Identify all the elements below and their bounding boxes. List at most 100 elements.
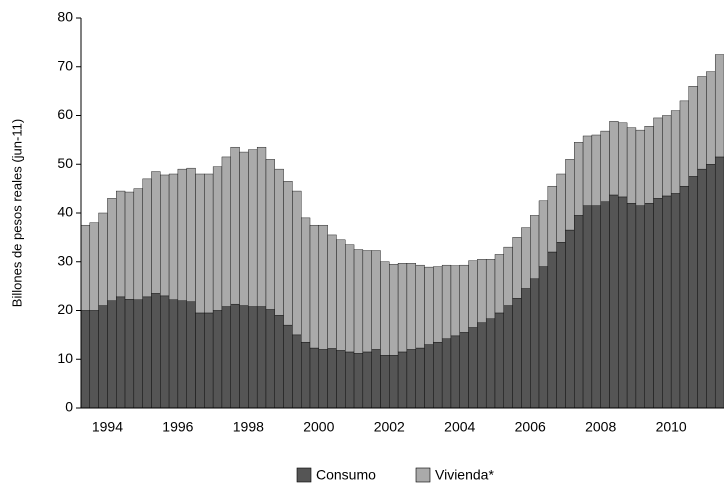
- bar-segment: [714, 156, 724, 409]
- bar-segment: [195, 173, 205, 314]
- bar-segment: [274, 168, 284, 316]
- bar-segment: [644, 126, 654, 204]
- bar-segment: [530, 215, 540, 280]
- bar-segment: [530, 278, 540, 409]
- bar-segment: [653, 198, 663, 409]
- bar-segment: [441, 264, 452, 339]
- bar-segment: [283, 181, 293, 326]
- bar-segment: [327, 348, 337, 409]
- bar-segment: [309, 347, 320, 409]
- y-tick-label: 40: [57, 204, 73, 220]
- x-tick-label: 1996: [162, 419, 193, 435]
- bar-segment: [521, 227, 531, 289]
- legend-swatch: [296, 467, 312, 483]
- bar-segment: [450, 335, 460, 409]
- bar-segment: [80, 224, 91, 311]
- bar-segment: [459, 264, 469, 333]
- bar-segment: [547, 251, 557, 409]
- bar-segment: [697, 76, 707, 170]
- bar-segment: [459, 332, 469, 409]
- bar-segment: [160, 295, 170, 409]
- bar-segment: [441, 338, 452, 409]
- bar-segment: [397, 351, 408, 409]
- y-tick-label: 10: [57, 350, 73, 366]
- bar-segment: [626, 127, 637, 204]
- bar-segment: [679, 100, 689, 187]
- bar-segment: [662, 195, 672, 409]
- x-tick-label: 2006: [515, 419, 546, 435]
- bar-segment: [477, 259, 487, 323]
- bar-segment: [212, 310, 223, 409]
- bar-segment: [301, 217, 311, 343]
- bar-segment: [538, 266, 549, 409]
- bar-segment: [186, 301, 196, 409]
- bar-segment: [679, 185, 689, 409]
- bar-segment: [345, 351, 355, 409]
- x-tick-label: 2010: [656, 419, 687, 435]
- bar-segment: [600, 201, 610, 409]
- bar-segment: [160, 174, 170, 297]
- bar-segment: [371, 250, 381, 350]
- bar-segment: [327, 234, 337, 349]
- bar-segment: [142, 178, 152, 298]
- bar-segment: [274, 315, 284, 409]
- bar-segment: [714, 54, 724, 158]
- bar-segment: [265, 309, 275, 409]
- bar-segment: [415, 347, 425, 409]
- bar-segment: [336, 350, 346, 409]
- bar-segment: [142, 296, 152, 409]
- bar-segment: [239, 305, 249, 409]
- y-tick-label: 60: [57, 106, 73, 122]
- bar-segment: [380, 355, 390, 409]
- bar-segment: [221, 306, 231, 409]
- bar-segment: [98, 212, 108, 306]
- bar-segment: [265, 159, 275, 310]
- y-tick-label: 70: [57, 57, 73, 73]
- bar-segment: [706, 164, 716, 409]
- bar-segment: [591, 205, 601, 409]
- bar-segment: [609, 121, 619, 196]
- bar-segment: [133, 299, 143, 409]
- y-tick-label: 30: [57, 252, 73, 268]
- bar-segment: [116, 296, 126, 409]
- bar-segment: [230, 303, 240, 409]
- legend-label: Consumo: [316, 467, 376, 483]
- bar-segment: [124, 191, 135, 300]
- bar-segment: [468, 327, 478, 409]
- bar-segment: [406, 349, 416, 409]
- legend-label: Vivienda*: [435, 467, 494, 483]
- x-tick-label: 2008: [585, 419, 616, 435]
- bar-segment: [609, 194, 619, 409]
- bar-segment: [80, 310, 91, 409]
- bar-segment: [336, 239, 346, 351]
- y-axis-label: Billones de pesos reales (jun-11): [9, 119, 24, 307]
- bar-segment: [582, 135, 593, 206]
- bar-segment: [116, 190, 126, 298]
- bar-segment: [177, 300, 187, 409]
- bar-segment: [565, 229, 575, 409]
- x-tick-label: 1994: [92, 419, 123, 435]
- bar-segment: [670, 110, 681, 194]
- x-tick-label: 1998: [233, 419, 264, 435]
- bar-segment: [151, 171, 161, 294]
- bar-segment: [582, 205, 593, 409]
- bar-segment: [292, 334, 302, 409]
- bar-segment: [283, 324, 293, 409]
- bar-segment: [494, 312, 504, 409]
- bar-segment: [494, 254, 504, 314]
- bar-segment: [697, 168, 707, 409]
- bar-segment: [318, 224, 328, 350]
- bar-segment: [547, 185, 557, 253]
- bar-segment: [362, 351, 372, 409]
- bar-segment: [644, 203, 654, 409]
- y-tick-label: 80: [57, 9, 73, 25]
- bar-segment: [662, 115, 672, 197]
- y-tick-label: 20: [57, 301, 73, 317]
- bar-segment: [600, 130, 610, 202]
- bar-segment: [371, 349, 381, 409]
- bar-segment: [433, 266, 443, 343]
- bar-segment: [521, 288, 531, 409]
- legend-swatch: [415, 467, 431, 483]
- bar-segment: [89, 222, 99, 311]
- bar-segment: [212, 166, 223, 311]
